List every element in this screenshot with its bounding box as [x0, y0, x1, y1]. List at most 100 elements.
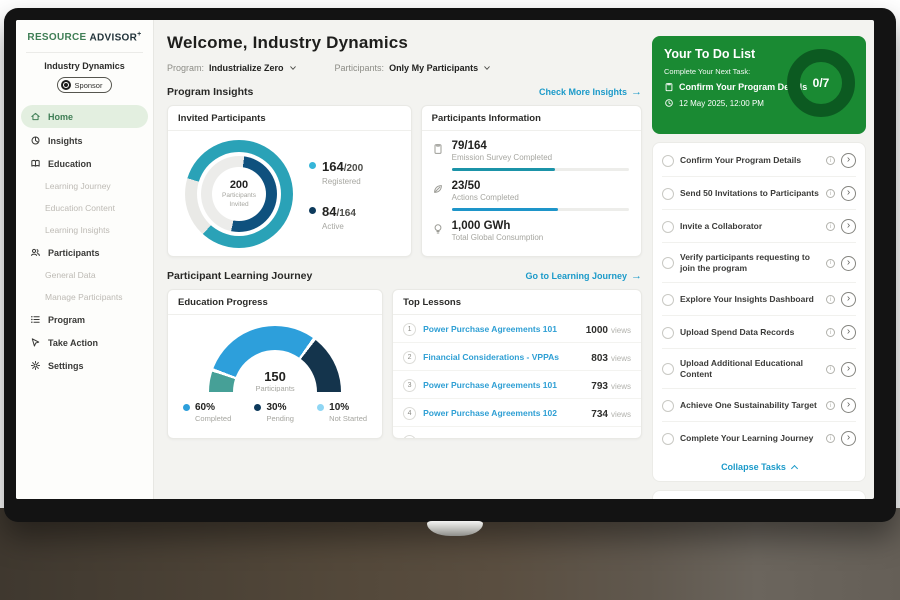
- info-icon[interactable]: [826, 328, 835, 338]
- lesson-title-link[interactable]: Power Purchase Agreements 102: [423, 408, 557, 418]
- task-invite-collaborator[interactable]: Invite a Collaborator: [662, 210, 856, 243]
- sidebar-item-insights[interactable]: Insights: [16, 129, 153, 152]
- info-icon[interactable]: [826, 189, 835, 198]
- chevron-right-icon[interactable]: [841, 431, 856, 447]
- sidebar-item-settings[interactable]: Settings: [16, 354, 153, 377]
- stat-actions-completed: 23/50 Actions Completed: [432, 180, 629, 211]
- top-lessons-card-title: Top Lessons: [393, 290, 641, 315]
- task-explore-insights[interactable]: Explore Your Insights Dashboard: [662, 283, 856, 317]
- lesson-title-link[interactable]: Power Purchase Agreements 103: [423, 436, 584, 438]
- task-checkbox[interactable]: [662, 257, 674, 270]
- todo-next-task: Confirm Your Program Details: [664, 82, 854, 92]
- stat-global-consumption: 1,000 GWh Total Global Consumption: [432, 220, 629, 242]
- sidebar-item-participants[interactable]: Participants: [16, 241, 153, 264]
- todo-due-label: 12 May 2025, 12:00 PM: [679, 98, 764, 108]
- legend-item-completed: 60% Completed: [182, 402, 232, 423]
- task-verify-participants[interactable]: Verify participants requesting to join t…: [662, 243, 856, 284]
- task-checkbox[interactable]: [662, 187, 674, 200]
- legend-item-active: 84/164 Active: [309, 203, 363, 231]
- sidebar-item-label: Program: [48, 314, 86, 325]
- chevron-right-icon[interactable]: [841, 255, 856, 271]
- sidebar-nav: Home Insights Education Learning Journey…: [16, 105, 153, 377]
- lesson-title-link[interactable]: Power Purchase Agreements 101: [423, 324, 557, 334]
- info-icon[interactable]: [826, 222, 835, 231]
- task-checkbox[interactable]: [662, 363, 674, 376]
- top-lessons-list: 1 Power Purchase Agreements 101 1000 view…: [393, 315, 641, 438]
- sidebar-item-home[interactable]: Home: [21, 105, 148, 129]
- chevron-right-icon[interactable]: [841, 186, 856, 201]
- todo-next-task-label: Confirm Your Program Details: [679, 82, 808, 92]
- info-icon[interactable]: [826, 295, 835, 305]
- sponsor-icon: [60, 80, 71, 91]
- todo-due-date: 12 May 2025, 12:00 PM: [664, 98, 854, 108]
- app-logo[interactable]: RESOURCE ADVISOR+: [16, 31, 153, 43]
- info-icon[interactable]: [826, 434, 835, 444]
- info-icon[interactable]: [826, 156, 835, 165]
- sidebar-item-manage-participants[interactable]: Manage Participants: [16, 286, 153, 308]
- lesson-title-link[interactable]: Power Purchase Agreements 101: [423, 380, 557, 390]
- task-label: Verify participants requesting to join t…: [680, 252, 810, 274]
- info-icon[interactable]: [826, 364, 835, 374]
- not-started-pct: 10%: [329, 402, 350, 413]
- sidebar-item-learning-journey[interactable]: Learning Journey: [16, 175, 153, 197]
- check-more-insights-link[interactable]: Check More Insights →: [539, 86, 642, 98]
- task-send-invitations[interactable]: Send 50 Invitations to Participants: [662, 177, 856, 210]
- chevron-down-icon: [289, 66, 296, 70]
- gauge-legend: 60% Completed 30% Pending: [182, 402, 367, 423]
- chevron-right-icon[interactable]: [841, 361, 856, 377]
- chevron-right-icon[interactable]: [841, 219, 856, 234]
- education-progress-gauge: 150 Participants 60% Completed: [168, 315, 382, 423]
- task-checkbox[interactable]: [662, 220, 674, 233]
- participants-filter[interactable]: Participants: Only My Participants: [335, 63, 492, 73]
- chevron-right-icon[interactable]: [841, 398, 856, 414]
- sidebar-item-education[interactable]: Education: [16, 152, 153, 175]
- take-action-icon: [31, 338, 40, 347]
- task-checkbox[interactable]: [662, 326, 674, 339]
- actions-icon: [433, 185, 442, 193]
- sidebar-item-learning-insights[interactable]: Learning Insights: [16, 219, 153, 241]
- sidebar-item-education-content[interactable]: Education Content: [16, 197, 153, 219]
- lesson-title-link[interactable]: Financial Considerations - VPPAs: [423, 352, 559, 362]
- invited-participants-card-title: Invited Participants: [168, 106, 411, 131]
- stat-emission-survey: 79/164 Emission Survey Completed: [432, 140, 629, 171]
- task-achieve-sustainability-target[interactable]: Achieve One Sustainability Target: [662, 389, 856, 423]
- chevron-right-icon[interactable]: [841, 325, 856, 341]
- views-suffix: views: [610, 410, 631, 419]
- stat-value: 23/50: [451, 180, 481, 192]
- lesson-views: 1000: [585, 325, 608, 336]
- task-upload-spend-data[interactable]: Upload Spend Data Records: [662, 316, 856, 350]
- program-filter-value: Industrialize Zero: [209, 63, 284, 73]
- info-icon[interactable]: [826, 258, 835, 268]
- chevron-right-icon[interactable]: [841, 292, 856, 308]
- home-icon: [31, 113, 40, 121]
- sidebar-item-label: Education Content: [45, 203, 115, 214]
- info-icon[interactable]: [826, 401, 835, 411]
- task-checkbox[interactable]: [662, 432, 674, 445]
- program-filter[interactable]: Program: Industrialize Zero: [167, 63, 297, 73]
- sidebar-item-general-data[interactable]: General Data: [16, 264, 153, 286]
- active-value: 84: [322, 203, 337, 219]
- registered-dot-icon: [309, 161, 316, 169]
- go-to-learning-journey-label: Go to Learning Journey: [525, 271, 627, 281]
- go-to-learning-journey-link[interactable]: Go to Learning Journey →: [525, 269, 642, 282]
- task-checkbox[interactable]: [662, 399, 674, 412]
- completed-label: Completed: [194, 414, 232, 423]
- participants-filter-label: Participants:: [334, 63, 385, 73]
- clipboard-icon: [665, 83, 673, 92]
- chevron-right-icon[interactable]: [841, 153, 856, 168]
- collapse-tasks-link[interactable]: Collapse Tasks: [662, 454, 856, 481]
- task-checkbox[interactable]: [662, 154, 674, 167]
- sidebar-item-take-action[interactable]: Take Action: [16, 331, 153, 354]
- sidebar-item-program[interactable]: Program: [16, 308, 153, 331]
- task-upload-educational-content[interactable]: Upload Additional Educational Content: [662, 349, 856, 390]
- arrow-right-icon: →: [631, 269, 642, 282]
- learning-journey-section-header: Participant Learning Journey Go to Learn…: [167, 270, 642, 282]
- participants-filter-value: Only My Participants: [389, 63, 479, 73]
- main-content: Welcome, Industry Dynamics Program: Indu…: [154, 20, 652, 499]
- task-complete-learning-journey[interactable]: Complete Your Learning Journey: [662, 422, 856, 454]
- task-confirm-program-details[interactable]: Confirm Your Program Details: [662, 144, 856, 177]
- completed-dot-icon: [182, 404, 190, 411]
- task-checkbox[interactable]: [662, 293, 674, 306]
- learning-journey-title: Participant Learning Journey: [167, 270, 313, 282]
- program-icon: [31, 316, 40, 324]
